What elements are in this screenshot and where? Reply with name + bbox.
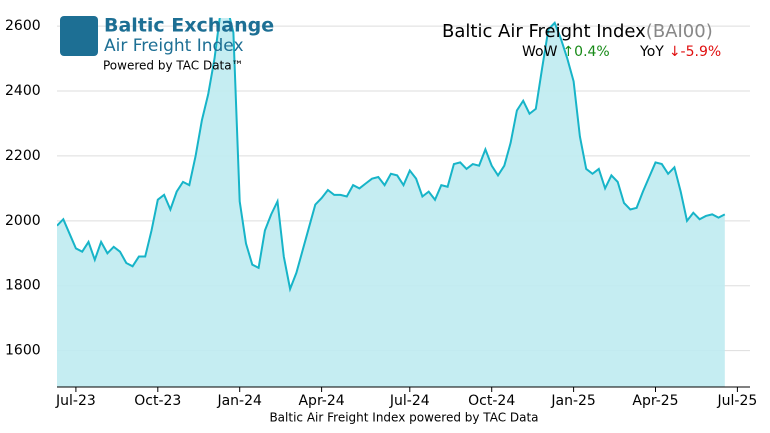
x-tick-label: Jan-25	[550, 393, 595, 409]
area	[57, 18, 725, 387]
x-tick-label: Oct-24	[468, 393, 515, 409]
y-tick-label: 2400	[5, 83, 41, 99]
x-tick-label: Jan-24	[216, 393, 262, 409]
chart-title: Baltic Air Freight Index(BAI00)	[442, 21, 713, 42]
yoy-value: ↓-5.9%	[669, 44, 721, 60]
x-axis-label: Baltic Air Freight Index powered by TAC …	[269, 411, 538, 425]
wow: WoW ↑0.4%	[522, 44, 610, 60]
logo: Baltic Exchange Air Freight Index Powere…	[60, 15, 274, 73]
y-tick-label: 2600	[5, 18, 41, 34]
line	[57, 18, 726, 293]
yoy-label: YoY	[639, 44, 664, 60]
title-main: Baltic Air Freight Index	[442, 21, 646, 42]
x-tick-label: Apr-24	[298, 393, 344, 409]
x-tick-label: Apr-25	[632, 393, 678, 409]
logo-powered: Powered by TAC Data™	[103, 59, 244, 73]
logo-name: Baltic Exchange	[104, 15, 274, 37]
x-tick-label: Jul-23	[55, 393, 96, 409]
y-tick-label: 2000	[5, 213, 41, 229]
title-code: (BAI00)	[646, 21, 713, 42]
y-tick-label: 1800	[5, 278, 41, 294]
plot	[57, 18, 750, 387]
wow-label: WoW	[522, 44, 558, 60]
wow-value: ↑0.4%	[562, 44, 609, 60]
y-tick-label: 1600	[5, 343, 41, 359]
yoy: YoY ↓-5.9%	[639, 44, 721, 60]
x-tick-label: Oct-23	[134, 393, 181, 409]
logo-mark	[60, 16, 98, 56]
logo-product: Air Freight Index	[104, 36, 244, 56]
y-tick-label: 2200	[5, 148, 41, 164]
x-tick-label: Jul-24	[389, 393, 430, 409]
x-tick-label: Jul-25	[717, 393, 758, 409]
